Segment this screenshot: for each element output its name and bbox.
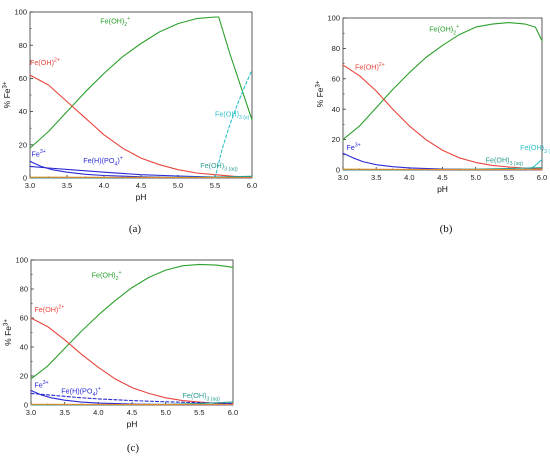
y-tick-label: 100 [327,14,340,23]
y-tick-label: 40 [332,105,340,114]
y-tick-label: 20 [332,135,340,144]
series-line-fe-oh-3-s-dashed [214,69,253,179]
y-tick-label: 100 [15,256,28,265]
series-line-fe-oh-2 [30,317,234,405]
series-label-fe-oh-3-aq: Fe(OH)3 (aq) [183,391,221,403]
chart-panel-b: 3.0 3.5 4.0 4.5 5.0 5.5 6.0 0 20 40 60 80 100 pH % Fe3… [315,14,550,194]
series-line-fe-oh-2 [342,22,543,141]
chart-panel-a: 3.0 3.5 4.0 4.5 5.0 5.5 6.0 0 20 40 60 80 100 pH % Fe3… [2,8,257,202]
y-tick-label: 60 [332,74,340,83]
series-label-fe-oh-2: Fe(OH)2+ [355,62,385,72]
panel-label-c: (c) [127,442,140,454]
series-label-fe-h-po4: Fe(H)(PO4)+ [83,155,122,167]
x-tick-label: 4.0 [99,181,109,190]
x-tick-label: 3.5 [59,408,69,417]
series-label-fe-oh-2: Fe(OH)2+ [100,16,130,28]
x-tick-label: 5.5 [504,173,514,182]
panel-label-a: (a) [129,223,142,235]
y-tick-label: 0 [24,401,28,410]
plot-frame [29,11,253,179]
series-line-baseline [29,176,253,179]
x-tick-label: 5.0 [160,408,170,417]
series-label-fe-h-po4: Fe(H)(PO4)+ [61,386,100,398]
x-tick-label: 4.5 [127,408,137,417]
series-label-fe3: Fe3+ [346,143,360,153]
chart-panel-c: 3.0 3.5 4.0 4.5 5.0 5.5 6.0 0 20 40 60 80 100 pH % Fe3… [3,256,238,429]
x-tick-label: 3.0 [338,173,348,182]
series-label-fe-oh-3-s: Fe(OH)3 (s) [520,143,550,155]
series-line-fe-oh-2 [29,16,253,149]
series-label-fe-oh-3-s: Fe(OH)3 (s) [215,110,250,122]
series-label-fe-oh-2: Fe(OH)2+ [92,270,122,282]
y-tick-label: 60 [19,74,27,83]
series-label-fe-oh-3-aq: Fe(OH)3 (aq) [486,155,524,167]
x-axis-label: pH [437,184,448,194]
x-tick-label: 5.5 [194,408,204,417]
x-tick-label: 4.0 [93,408,103,417]
x-tick-label: 5.5 [210,181,220,190]
x-tick-label: 6.0 [228,408,238,417]
series-label-fe3: Fe3+ [31,149,45,159]
x-tick-label: 3.0 [26,408,36,417]
series-label-fe-oh-2: Fe(OH)2+ [429,24,459,36]
plot-frame [30,259,234,406]
y-tick-label: 80 [20,285,28,294]
y-tick-label: 40 [19,107,27,116]
y-tick-label: 80 [332,44,340,53]
series-label-fe3: Fe3+ [34,380,48,390]
x-tick-label: 3.5 [371,173,381,182]
x-tick-label: 5.0 [173,181,183,190]
y-tick-label: 40 [20,343,28,352]
series-line-fe-oh-2 [342,64,543,170]
x-tick-label: 4.5 [136,181,146,190]
y-axis-label: % Fe3+ [3,319,13,346]
x-tick-label: 6.0 [537,173,547,182]
x-tick-label: 4.5 [437,173,447,182]
x-axis-label: pH [127,419,138,429]
y-tick-label: 20 [19,140,27,149]
y-axis-label: % Fe3+ [2,81,12,108]
y-axis-label: % Fe3+ [315,80,325,107]
plot-frame [342,17,543,171]
series-label-fe-oh-3-aq: Fe(OH)3 (aq) [200,161,238,173]
x-tick-label: 6.0 [247,181,257,190]
y-tick-label: 0 [23,174,27,183]
y-tick-label: 0 [336,166,340,175]
y-tick-label: 20 [20,372,28,381]
y-tick-label: 60 [20,314,28,323]
series-line-fe-h-po4-dashed [30,392,234,405]
y-tick-label: 80 [19,41,27,50]
x-tick-label: 3.5 [62,181,72,190]
series-line-baseline [342,168,543,171]
x-tick-label: 5.0 [470,173,480,182]
series-line-fe-oh-2 [29,74,253,178]
x-axis-label: pH [136,192,147,202]
y-tick-label: 100 [14,8,27,17]
x-tick-label: 4.0 [404,173,414,182]
panel-label-b: (b) [440,223,453,235]
series-label-fe-oh-2: Fe(OH)2+ [34,305,64,315]
series-line-fe-oh-2 [30,263,234,380]
x-tick-label: 3.0 [25,181,35,190]
series-label-fe-oh-2: Fe(OH)2+ [30,58,60,68]
